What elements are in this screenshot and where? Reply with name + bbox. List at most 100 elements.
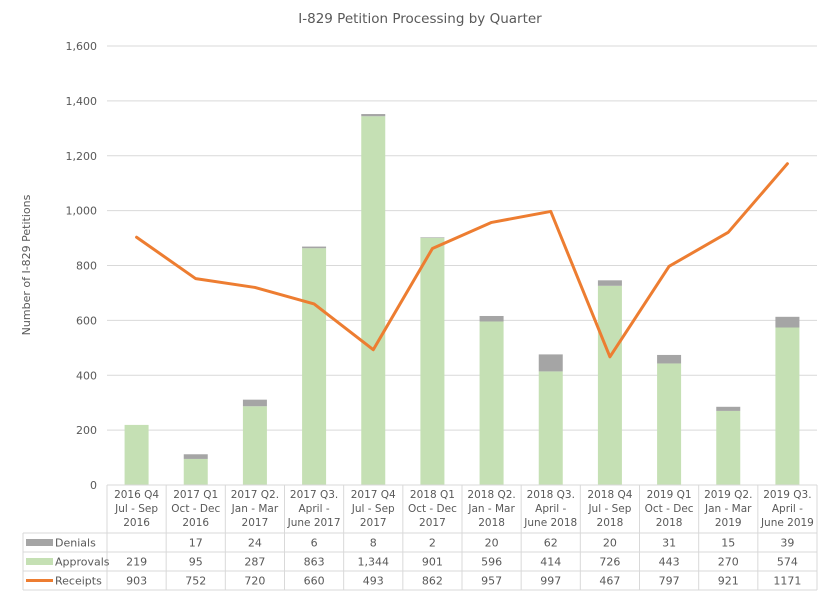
category-label: Oct - Dec: [645, 503, 694, 515]
category-label: June 2019: [760, 517, 814, 529]
denials-bar: [243, 400, 267, 407]
denials-value: 62: [544, 537, 558, 550]
category-label: 2016 Q4: [114, 489, 159, 501]
category-label: 2018 Q2.: [467, 489, 515, 501]
y-tick-label: 400: [76, 369, 97, 382]
category-label: 2017: [419, 517, 446, 529]
denials-value: 17: [189, 537, 203, 550]
denials-value: 6: [311, 537, 318, 550]
category-label: Jul - Sep: [114, 503, 158, 515]
category-label: Jul - Sep: [351, 503, 395, 515]
category-label: April -: [535, 503, 566, 515]
legend-key-approvals: [26, 558, 53, 565]
category-label: 2018 Q4: [587, 489, 632, 501]
denials-value: 31: [662, 537, 676, 550]
denials-bar: [480, 316, 504, 321]
approvals-bar: [775, 328, 799, 485]
receipts-value: 660: [304, 575, 325, 588]
y-tick-label: 200: [76, 424, 97, 437]
denials-bar: [361, 114, 385, 116]
legend-label-denials: Denials: [55, 537, 96, 550]
denials-bar: [657, 355, 681, 364]
category-label: 2016: [123, 517, 150, 529]
category-label: June 2018: [523, 517, 577, 529]
denials-bar: [539, 354, 563, 371]
approvals-value: 95: [189, 556, 203, 569]
y-tick-label: 1,200: [66, 150, 98, 163]
denials-bar: [598, 280, 622, 285]
receipts-value: 720: [244, 575, 265, 588]
denials-bar: [716, 407, 740, 411]
denials-bar: [420, 237, 444, 238]
receipts-line-path: [137, 164, 788, 357]
denials-value: 2: [429, 537, 436, 550]
category-label: Jan - Mar: [467, 503, 515, 515]
category-label: 2017 Q1: [173, 489, 218, 501]
denials-bar: [302, 247, 326, 249]
approvals-bar: [716, 411, 740, 485]
category-label: April -: [772, 503, 803, 515]
approvals-value: 574: [777, 556, 798, 569]
approvals-value: 901: [422, 556, 443, 569]
denials-value: 15: [721, 537, 735, 550]
receipts-value: 797: [659, 575, 680, 588]
approvals-bar: [125, 425, 149, 485]
gridlines: [107, 46, 817, 430]
denials-value: 20: [603, 537, 617, 550]
denials-value: 20: [485, 537, 499, 550]
approvals-bar: [243, 406, 267, 485]
approvals-value: 596: [481, 556, 502, 569]
approvals-value: 270: [718, 556, 739, 569]
receipts-value: 493: [363, 575, 384, 588]
y-tick-label: 1,600: [66, 40, 98, 53]
category-label: Oct - Dec: [408, 503, 457, 515]
denials-bar: [184, 454, 208, 459]
denials-bar: [775, 317, 799, 328]
category-label: Jan - Mar: [704, 503, 752, 515]
category-label: April -: [299, 503, 330, 515]
category-label: Jan - Mar: [231, 503, 279, 515]
denials-value: 8: [370, 537, 377, 550]
approvals-bar: [420, 238, 444, 485]
approvals-bar: [657, 363, 681, 485]
receipts-value: 997: [540, 575, 561, 588]
category-label: June 2017: [287, 517, 341, 529]
approvals-value: 726: [599, 556, 620, 569]
y-tick-label: 1,000: [66, 205, 98, 218]
denials-value: 39: [780, 537, 794, 550]
category-label: 2018 Q1: [410, 489, 455, 501]
receipts-value: 1171: [773, 575, 801, 588]
category-label: Jul - Sep: [587, 503, 631, 515]
receipts-value: 921: [718, 575, 739, 588]
approvals-value: 443: [659, 556, 680, 569]
data-table: 2016 Q4 Jul - Sep 2016 2017 Q1 Oct - Dec 2016…: [23, 485, 817, 590]
approvals-bar: [302, 248, 326, 485]
category-label: Oct - Dec: [171, 503, 220, 515]
y-tick-label: 600: [76, 314, 97, 327]
bars: [125, 114, 800, 485]
y-tick-label: 800: [76, 260, 97, 273]
approvals-bar: [361, 116, 385, 485]
category-label: 2019 Q1: [647, 489, 692, 501]
approvals-bar: [184, 459, 208, 485]
category-label: 2017: [242, 517, 269, 529]
category-label: 2018: [597, 517, 624, 529]
category-label: 2018: [478, 517, 505, 529]
legend-key-denials: [26, 539, 53, 546]
category-label: 2018 Q3.: [527, 489, 575, 501]
approvals-bar: [539, 371, 563, 485]
legend-label-approvals: Approvals: [55, 556, 110, 569]
approvals-bar: [480, 321, 504, 485]
approvals-value: 863: [304, 556, 325, 569]
receipts-value: 467: [599, 575, 620, 588]
receipts-value: 752: [185, 575, 206, 588]
category-label: 2017 Q3.: [290, 489, 338, 501]
legend-label-receipts: Receipts: [55, 575, 102, 588]
category-label: 2016: [182, 517, 209, 529]
approvals-value: 287: [244, 556, 265, 569]
y-tick-label: 1,400: [66, 95, 98, 108]
chart-title: I-829 Petition Processing by Quarter: [298, 11, 542, 27]
approvals-bar: [598, 286, 622, 485]
